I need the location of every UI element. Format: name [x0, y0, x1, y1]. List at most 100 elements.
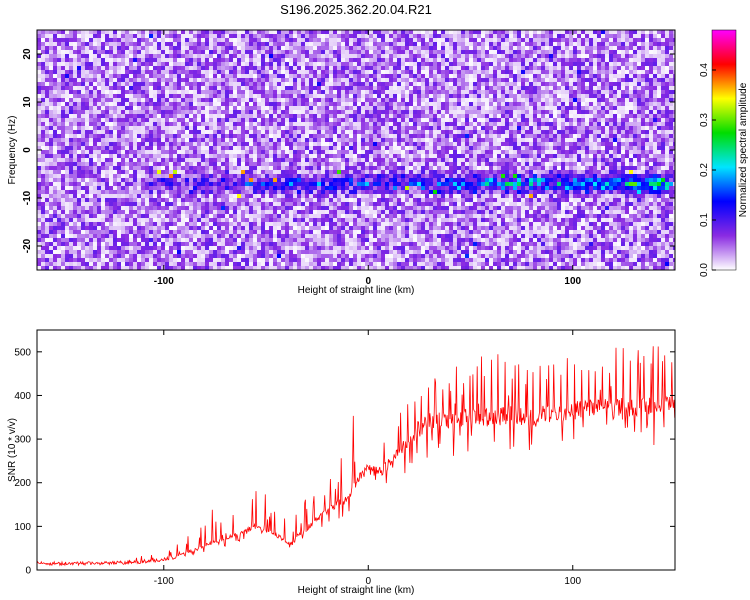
- heatmap-cell: [389, 46, 393, 50]
- heatmap-cell: [257, 42, 261, 46]
- heatmap-cell: [61, 54, 65, 58]
- heatmap-cell: [589, 134, 593, 138]
- heatmap-cell: [241, 110, 245, 114]
- heatmap-cell: [61, 102, 65, 106]
- heatmap-cell: [669, 146, 673, 150]
- heatmap-cell: [81, 114, 85, 118]
- heatmap-cell: [353, 54, 357, 58]
- heatmap-cell: [89, 86, 93, 90]
- heatmap-cell: [373, 58, 377, 62]
- heatmap-cell: [285, 138, 289, 142]
- heatmap-cell: [613, 130, 617, 134]
- heatmap-cell: [45, 46, 49, 50]
- heatmap-cell: [37, 142, 41, 146]
- heatmap-cell: [297, 114, 301, 118]
- heatmap-cell: [73, 86, 77, 90]
- heatmap-cell: [473, 54, 477, 58]
- heatmap-cell: [605, 38, 609, 42]
- heatmap-cell: [553, 102, 557, 106]
- heatmap-cell: [625, 34, 629, 38]
- heatmap-cell: [289, 150, 293, 154]
- heatmap-cell: [145, 138, 149, 142]
- heatmap-cell: [173, 98, 177, 102]
- heatmap-cell: [73, 98, 77, 102]
- heatmap-cell: [645, 122, 649, 126]
- heatmap-cell: [525, 146, 529, 150]
- heatmap-cell: [529, 78, 533, 82]
- heatmap-cell: [657, 82, 661, 86]
- heatmap-cell: [633, 50, 637, 54]
- heatmap-cell: [617, 102, 621, 106]
- heatmap-cell: [401, 146, 405, 150]
- heatmap-cell: [565, 98, 569, 102]
- heatmap-cell: [153, 58, 157, 62]
- heatmap-cell: [257, 46, 261, 50]
- heatmap-cell: [101, 138, 105, 142]
- heatmap-cell: [521, 110, 525, 114]
- heatmap-cell: [385, 58, 389, 62]
- heatmap-cell: [545, 62, 549, 66]
- heatmap-cell: [425, 66, 429, 70]
- heatmap-cell: [393, 110, 397, 114]
- heatmap-cell: [509, 126, 513, 130]
- heatmap-cell: [265, 126, 269, 130]
- heatmap-cell: [97, 54, 101, 58]
- heatmap-cell: [169, 54, 173, 58]
- heatmap-cell: [249, 58, 253, 62]
- heatmap-cell: [593, 54, 597, 58]
- heatmap-cell: [493, 114, 497, 118]
- heatmap-cell: [605, 90, 609, 94]
- heatmap-cell: [73, 138, 77, 142]
- heatmap-cell: [469, 66, 473, 70]
- heatmap-cell: [413, 110, 417, 114]
- heatmap-cell: [437, 126, 441, 130]
- heatmap-cell: [497, 134, 501, 138]
- heatmap-cell: [185, 58, 189, 62]
- heatmap-cell: [209, 30, 213, 34]
- heatmap-cell: [377, 146, 381, 150]
- heatmap-cell: [601, 106, 605, 110]
- heatmap-cell: [433, 134, 437, 138]
- heatmap-cell: [517, 126, 521, 130]
- heatmap-cell: [585, 118, 589, 122]
- heatmap-cell: [157, 30, 161, 34]
- heatmap-cell: [265, 46, 269, 50]
- heatmap-cell: [505, 50, 509, 54]
- heatmap-cell: [661, 62, 665, 66]
- heatmap-cell: [437, 118, 441, 122]
- heatmap-cell: [197, 130, 201, 134]
- heatmap-cell: [205, 78, 209, 82]
- heatmap-cell: [569, 50, 573, 54]
- heatmap-cell: [129, 94, 133, 98]
- heatmap-cell: [477, 86, 481, 90]
- heatmap-cell: [73, 118, 77, 122]
- heatmap-cell: [41, 78, 45, 82]
- heatmap-cell: [145, 142, 149, 146]
- heatmap-cell: [233, 138, 237, 142]
- heatmap-cell: [469, 94, 473, 98]
- heatmap-cell: [589, 102, 593, 106]
- heatmap-cell: [193, 142, 197, 146]
- heatmap-cell: [485, 106, 489, 110]
- heatmap-cell: [149, 138, 153, 142]
- heatmap-cell: [381, 102, 385, 106]
- heatmap-cell: [237, 82, 241, 86]
- heatmap-cell: [257, 114, 261, 118]
- heatmap-cell: [365, 58, 369, 62]
- heatmap-cell: [53, 154, 57, 158]
- heatmap-cell: [529, 86, 533, 90]
- heatmap-cell: [541, 146, 545, 150]
- heatmap-cell: [193, 74, 197, 78]
- heatmap-cell: [317, 106, 321, 110]
- heatmap-cell: [77, 154, 81, 158]
- heatmap-cell: [417, 114, 421, 118]
- heatmap-cell: [181, 126, 185, 130]
- heatmap-cell: [597, 66, 601, 70]
- heatmap-cell: [69, 78, 73, 82]
- heatmap-cell: [513, 134, 517, 138]
- heatmap-cell: [509, 90, 513, 94]
- heatmap-cell: [577, 106, 581, 110]
- heatmap-cell: [497, 138, 501, 142]
- heatmap-cell: [597, 74, 601, 78]
- heatmap-cell: [145, 106, 149, 110]
